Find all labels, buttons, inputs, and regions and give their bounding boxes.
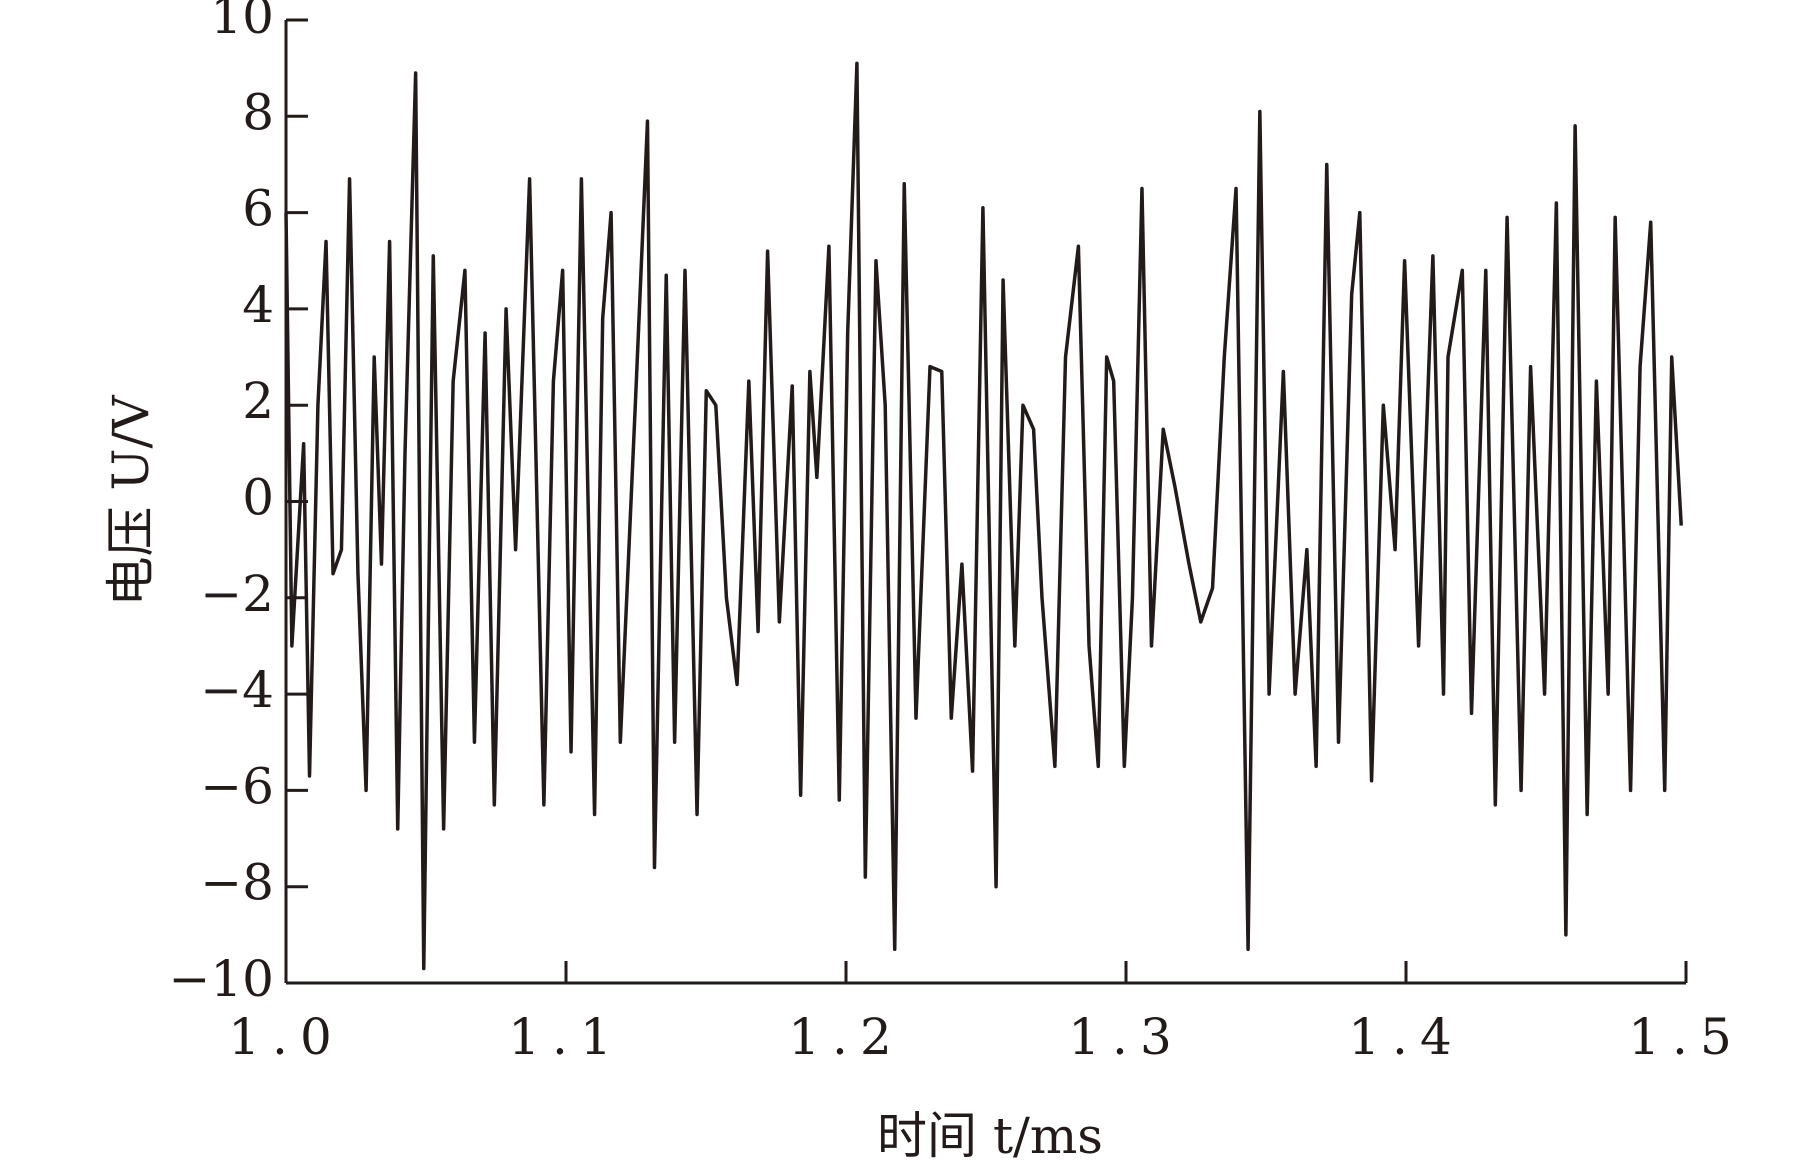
y-tick-label: 8 xyxy=(242,83,274,141)
y-tick-label: −2 xyxy=(200,565,274,623)
y-tick-label: 0 xyxy=(242,469,274,527)
x-tick-label: 1.2 xyxy=(788,1008,904,1066)
x-axis-label: 时间 t/ms xyxy=(877,1107,1103,1164)
y-tick-label: −6 xyxy=(200,757,274,815)
y-tick-label: 10 xyxy=(210,0,274,45)
y-tick-label: 2 xyxy=(242,372,274,430)
y-axis-label: 电压 U/V xyxy=(102,395,160,607)
x-tick-label: 1.5 xyxy=(1628,1008,1744,1066)
y-tick-label: 4 xyxy=(242,276,274,334)
x-tick-label: 1.1 xyxy=(508,1008,624,1066)
y-tick-label: 6 xyxy=(242,180,274,238)
y-tick-label: −4 xyxy=(200,661,274,719)
y-tick-label: −10 xyxy=(168,950,274,1008)
line-series xyxy=(284,61,1683,971)
x-tick-label: 1.0 xyxy=(228,1008,344,1066)
x-tick-label: 1.3 xyxy=(1068,1008,1184,1066)
y-tick-label: −8 xyxy=(200,854,274,912)
x-tick-label: 1.4 xyxy=(1348,1008,1464,1066)
